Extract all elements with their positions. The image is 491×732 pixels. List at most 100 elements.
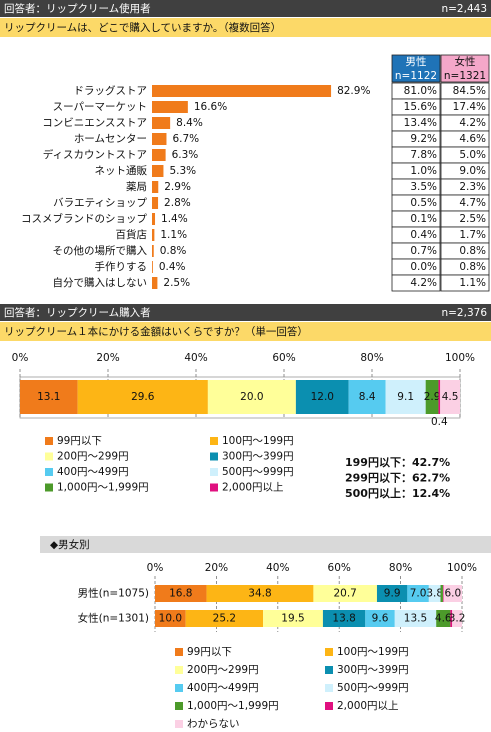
segment-label: 9.1 <box>397 391 414 403</box>
legend-label: 99円以下 <box>187 646 232 658</box>
category-label: コンビニエンスストア <box>42 117 147 129</box>
table-cell-text: 13.4% <box>404 117 437 129</box>
question-bar <box>0 322 491 341</box>
table-header <box>440 54 490 83</box>
segment <box>322 610 366 627</box>
legend-label: 400円～499円 <box>57 466 129 478</box>
bar <box>152 85 332 97</box>
segment-label: 20.7 <box>333 588 356 600</box>
x-tick-label: 0% <box>12 352 29 364</box>
value-label: 5.3% <box>169 165 196 177</box>
segment <box>185 610 264 627</box>
legend-label: 300円～399円 <box>337 664 409 676</box>
bar <box>152 133 167 145</box>
table-cell-text: 0.8% <box>459 261 486 273</box>
x-tick-label: 100% <box>445 352 475 364</box>
x-tick-label: 0% <box>147 562 164 574</box>
category-label: ディスカウントストア <box>43 148 147 161</box>
bar <box>152 101 188 113</box>
table-cell-text: 84.5% <box>453 85 486 97</box>
legend-swatch <box>175 720 183 728</box>
bar <box>152 245 154 257</box>
table-cell-text: 2.3% <box>459 181 486 193</box>
legend-label: 400円～499円 <box>187 682 259 694</box>
legend-swatch <box>45 452 53 461</box>
segment-label: 34.8 <box>248 588 271 600</box>
header-text: 回答者：リップクリーム使用者 <box>4 2 151 15</box>
table-header-n: n=1122 <box>395 70 437 82</box>
table-cell-text: 1.0% <box>410 165 437 177</box>
bar <box>152 229 155 241</box>
segment <box>440 380 460 414</box>
x-tick-label: 40% <box>184 352 207 364</box>
category-label: 自分で購入はしない <box>53 276 148 289</box>
legend-swatch <box>325 702 333 710</box>
value-label: 2.9% <box>164 181 191 193</box>
segment-label: 8.4 <box>359 391 376 403</box>
table-cell-text: 0.5% <box>410 197 437 209</box>
segment <box>376 585 408 602</box>
table-cell-text: 0.8% <box>459 245 486 257</box>
header-bar <box>0 0 491 17</box>
segment-label: 10.0 <box>159 613 182 625</box>
table-cell-text: 15.6% <box>404 101 437 113</box>
table-cell <box>391 274 441 292</box>
legend-swatch <box>210 437 218 445</box>
summary-text: 299円以下：62.7% <box>345 472 450 485</box>
table-cell-text: 7.8% <box>410 149 437 161</box>
segment-label: 3.8 <box>426 588 443 600</box>
table-cell-text: 0.1% <box>410 213 437 225</box>
legend-swatch <box>325 648 333 656</box>
segment <box>394 610 437 627</box>
segment <box>440 585 443 602</box>
category-label: ドラッグストア <box>74 84 148 97</box>
legend-label: 2,000円以上 <box>222 482 284 494</box>
segment <box>263 610 323 627</box>
category-label: 男性(n=1075) <box>78 587 149 600</box>
legend-swatch <box>45 468 53 476</box>
value-label: 0.8% <box>160 245 187 257</box>
table-cell-text: 9.2% <box>410 133 437 145</box>
legend-swatch <box>325 666 333 674</box>
segment <box>425 380 439 414</box>
segment-label: 20.0 <box>240 391 263 403</box>
question-text: リップクリーム１本にかける金額はいくらですか？（単一回答） <box>4 325 308 338</box>
bar <box>152 117 171 129</box>
summary-text: 199円以下：42.7% <box>345 456 450 469</box>
bar <box>152 261 153 273</box>
header-n: n=2,443 <box>441 3 487 15</box>
legend-label: 100円～199円 <box>222 435 294 447</box>
segment-label: 0.4 <box>431 416 448 428</box>
table-cell-text: 0.0% <box>410 261 437 273</box>
header-bar <box>0 304 491 321</box>
segment <box>155 585 207 602</box>
table-header-n: n=1321 <box>444 70 486 82</box>
segment <box>207 380 296 414</box>
x-tick-label: 20% <box>96 352 119 364</box>
legend-swatch <box>210 468 218 476</box>
bar <box>152 197 159 209</box>
segment-label: 7.0 <box>410 588 427 600</box>
segment-label: 13.1 <box>37 391 60 403</box>
bar <box>152 149 166 161</box>
header-n: n=2,376 <box>441 307 487 319</box>
legend-swatch <box>175 684 183 692</box>
segment-label: 25.2 <box>213 613 236 625</box>
table-cell-text: 4.6% <box>459 133 486 145</box>
legend-swatch <box>175 648 183 656</box>
value-label: 2.8% <box>164 197 191 209</box>
category-label: 薬局 <box>126 181 147 193</box>
table-cell-text: 2.5% <box>459 213 486 225</box>
segment-label: 13.5 <box>404 613 427 625</box>
table-cell-text: 81.0% <box>404 85 437 97</box>
segment-label: 13.8 <box>332 613 355 625</box>
legend-swatch <box>210 452 218 461</box>
segment-label: 9.6 <box>372 613 389 625</box>
table-header-label: 女性 <box>455 55 476 68</box>
category-label: ネット通販 <box>95 165 148 177</box>
value-label: 6.7% <box>172 133 199 145</box>
segment-label: 9.9 <box>384 588 401 600</box>
segment <box>295 380 349 414</box>
segment <box>438 380 441 414</box>
segment-label: 19.5 <box>281 613 304 625</box>
